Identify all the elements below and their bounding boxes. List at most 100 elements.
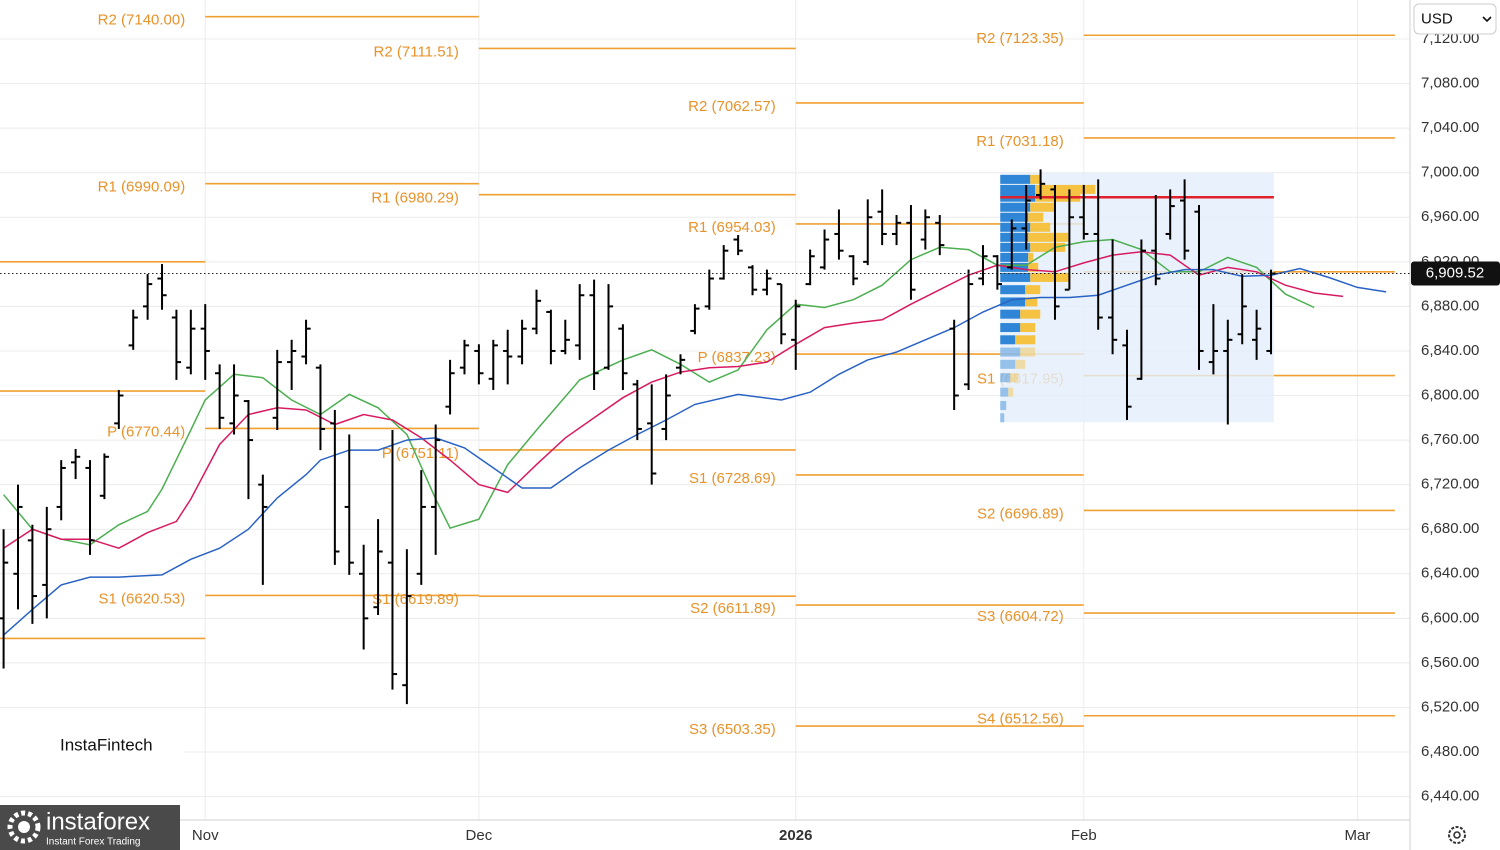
y-tick-label: 6,560.00: [1421, 654, 1479, 671]
y-tick-label: 6,440.00: [1421, 788, 1479, 805]
settings-gear-center[interactable]: [1453, 831, 1461, 839]
price-axis-bg: [1410, 0, 1500, 850]
pivot-label: P (6770.44): [107, 423, 185, 440]
profile-blue: [1000, 174, 1031, 184]
profile-blue: [1000, 309, 1021, 319]
profile-yellow: [1030, 174, 1041, 184]
y-tick-label: 6,480.00: [1421, 743, 1479, 760]
pivot-label: S2 (6696.89): [977, 505, 1064, 522]
logo-brand: instaforex: [46, 808, 150, 835]
price-bars: [0, 169, 1276, 705]
profile-blue: [1000, 373, 1011, 383]
settings-button[interactable]: [1448, 826, 1466, 844]
profile-yellow: [1025, 297, 1038, 307]
profile-yellow: [1028, 262, 1039, 272]
profile-yellow: [1028, 252, 1034, 262]
profile-yellow: [1035, 184, 1096, 194]
logo-icon: [7, 810, 41, 844]
profile-blue: [1000, 335, 1016, 345]
pivot-label: R2 (7123.35): [976, 30, 1064, 47]
last-price-label: 6,909.52: [1426, 264, 1484, 281]
profile-yellow: [1020, 309, 1041, 319]
y-tick-label: 6,520.00: [1421, 698, 1479, 715]
pivot-label: R2 (7111.51): [374, 43, 459, 60]
profile-blue: [1000, 272, 1031, 282]
moving-average: [3, 267, 1387, 636]
pivot-label: S2 (6611.89): [690, 600, 776, 617]
x-tick-label: 2026: [779, 827, 812, 844]
x-tick-label: Nov: [192, 827, 219, 844]
dropdown-box[interactable]: [1413, 3, 1497, 35]
x-tick-label: Feb: [1071, 827, 1097, 844]
profile-blue: [1000, 212, 1029, 222]
pivot-label: R1 (6990.09): [98, 179, 186, 196]
y-tick-label: 6,800.00: [1421, 386, 1479, 403]
profile-blue: [1000, 401, 1007, 411]
pivot-label: S1 (6619.89): [372, 591, 459, 608]
profile-yellow: [1028, 232, 1069, 242]
logo-tagline: Instant Forex Trading: [46, 837, 141, 848]
pivot-label: R1 (7031.18): [976, 133, 1064, 150]
watermark-box: [0, 710, 185, 770]
profile-blue: [1000, 347, 1021, 357]
y-tick-label: 6,720.00: [1421, 476, 1479, 493]
pivot-label: S1 (6620.53): [99, 590, 186, 607]
pivot-label: R2 (7140.00): [98, 12, 186, 29]
watermark-text: InstaFintech: [60, 735, 153, 754]
dropdown-label[interactable]: USD: [1421, 10, 1453, 27]
profile-blue: [1000, 202, 1031, 212]
profile-yellow: [1008, 387, 1014, 397]
profile-blue: [1000, 323, 1021, 333]
y-tick-label: 6,600.00: [1421, 609, 1479, 626]
profile-yellow: [1030, 222, 1051, 232]
pivot-label: S3 (6503.35): [689, 721, 776, 738]
settings-gear[interactable]: [1448, 826, 1466, 844]
pivot-label: S4 (6512.56): [977, 711, 1064, 728]
y-tick-label: 7,000.00: [1421, 164, 1479, 181]
pivot-label: P (6751.11): [382, 445, 459, 462]
y-tick-label: 6,640.00: [1421, 565, 1479, 582]
last-price-tag: [1411, 261, 1500, 286]
y-tick-label: 6,840.00: [1421, 342, 1479, 359]
profile-yellow: [1020, 347, 1036, 357]
profile-yellow: [1015, 335, 1036, 345]
pivot-label: R1 (6980.29): [371, 190, 459, 207]
profile-blue: [1000, 387, 1009, 397]
y-tick-label: 6,880.00: [1421, 297, 1479, 314]
profile-blue: [1000, 297, 1026, 307]
x-tick-label: Dec: [466, 827, 493, 844]
profile-yellow: [1030, 242, 1066, 252]
pivot-label: R1 (6954.03): [688, 219, 776, 236]
pivot-label: S3 (6604.72): [977, 608, 1064, 625]
currency-dropdown[interactable]: USD: [1413, 3, 1497, 35]
pivot-label: R2 (7062.57): [688, 98, 776, 115]
y-tick-label: 6,680.00: [1421, 520, 1479, 537]
profile-blue: [1000, 222, 1031, 232]
profile-blue: [1000, 359, 1016, 369]
y-tick-label: 7,080.00: [1421, 75, 1479, 92]
pivot-label: S1 (6728.69): [689, 470, 776, 487]
time-axis-bg: [0, 820, 1410, 850]
dropdown-chevron[interactable]: [1482, 16, 1492, 23]
profile-blue: [1000, 285, 1026, 295]
profile-yellow: [1010, 373, 1019, 383]
profile-yellow: [1015, 359, 1026, 369]
profile-yellow: [1030, 202, 1056, 212]
pivot-label: P (6837.23): [698, 349, 776, 366]
moving-average: [3, 238, 1315, 546]
profile-yellow: [1028, 212, 1044, 222]
profile-blue: [1000, 242, 1031, 252]
profile-yellow: [1030, 272, 1071, 282]
y-tick-label: 6,760.00: [1421, 431, 1479, 448]
axes: 6,440.00 6,480.00 6,520.00 6,560.00 6,600.00…: [192, 30, 1500, 844]
profile-blue: [1000, 232, 1029, 242]
y-tick-label: 7,040.00: [1421, 119, 1479, 136]
profile-blue: [1000, 184, 1036, 194]
x-tick-label: Mar: [1345, 827, 1371, 844]
profile-blue: [1000, 252, 1029, 262]
y-tick-label: 6,960.00: [1421, 208, 1479, 225]
profile-blue: [1000, 413, 1005, 423]
